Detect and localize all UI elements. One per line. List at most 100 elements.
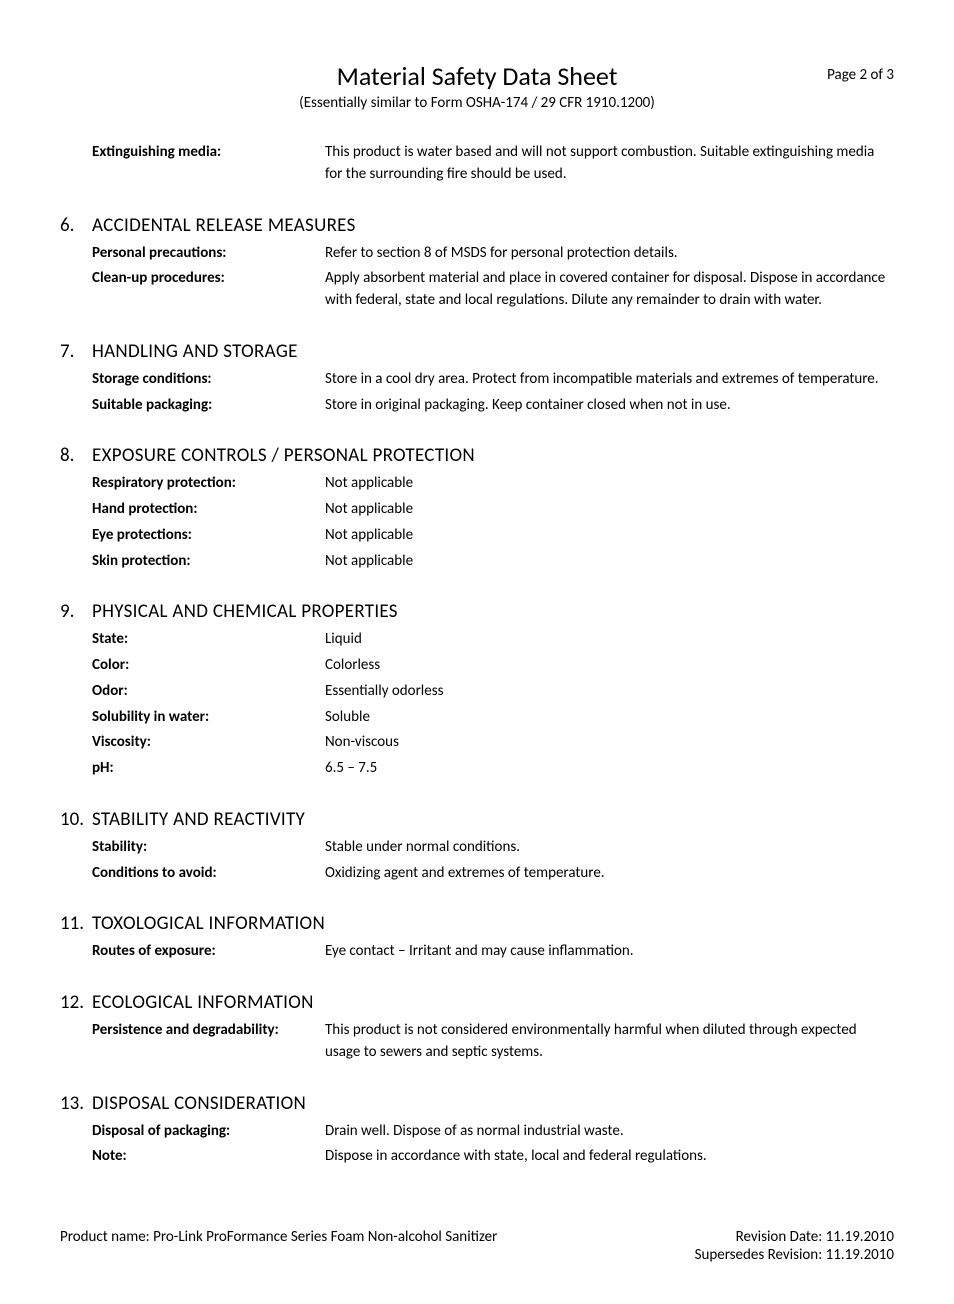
row-label: Routes of exposure: xyxy=(92,941,325,963)
data-row: Storage conditions:Store in a cool dry a… xyxy=(92,369,894,391)
section-title: ECOLOGICAL INFORMATION xyxy=(92,991,314,1014)
section: 13.DISPOSAL CONSIDERATION Disposal of pac… xyxy=(92,1092,894,1169)
data-row: Clean-up procedures:Apply absorbent mate… xyxy=(92,268,894,312)
section-body: Disposal of packaging:Drain well. Dispos… xyxy=(92,1121,894,1169)
section: 8.EXPOSURE CONTROLS / PERSONAL PROTECTIO… xyxy=(92,444,894,572)
section-number: 8. xyxy=(60,444,92,467)
data-row: Hand protection:Not applicable xyxy=(92,499,894,521)
row-value: Not applicable xyxy=(325,525,894,547)
row-label: Solubility in water: xyxy=(92,707,325,729)
section-title: TOXOLOGICAL INFORMATION xyxy=(92,912,325,935)
row-value: Not applicable xyxy=(325,551,894,573)
row-label: State: xyxy=(92,629,325,651)
section-heading: 12.ECOLOGICAL INFORMATION xyxy=(92,991,894,1014)
section-heading: 7.HANDLING AND STORAGE xyxy=(92,340,894,363)
row-value: 6.5 – 7.5 xyxy=(325,758,894,780)
section-body: Storage conditions:Store in a cool dry a… xyxy=(92,369,894,417)
row-value: Soluble xyxy=(325,707,894,729)
data-row: Conditions to avoid:Oxidizing agent and … xyxy=(92,863,894,885)
section-title: EXPOSURE CONTROLS / PERSONAL PROTECTION xyxy=(92,444,475,467)
sections-container: 6.ACCIDENTAL RELEASE MEASURES Personal pr… xyxy=(92,214,894,1169)
row-label: Stability: xyxy=(92,837,325,859)
section: 12.ECOLOGICAL INFORMATION Persistence and… xyxy=(92,991,894,1064)
footer-right: Revision Date: 11.19.2010 Supersedes Rev… xyxy=(695,1228,894,1264)
data-row: Stability:Stable under normal conditions… xyxy=(92,837,894,859)
section-title: PHYSICAL AND CHEMICAL PROPERTIES xyxy=(92,600,398,623)
data-row: Skin protection:Not applicable xyxy=(92,551,894,573)
data-row: Odor:Essentially odorless xyxy=(92,681,894,703)
row-value: Eye contact – Irritant and may cause inf… xyxy=(325,941,894,963)
row-label: Note: xyxy=(92,1146,325,1168)
row-value: Store in a cool dry area. Protect from i… xyxy=(325,369,894,391)
row-value: Drain well. Dispose of as normal industr… xyxy=(325,1121,894,1143)
data-row: Respiratory protection:Not applicable xyxy=(92,473,894,495)
row-label: Persistence and degradability: xyxy=(92,1020,325,1064)
data-row: Personal precautions:Refer to section 8 … xyxy=(92,243,894,265)
row-value: Stable under normal conditions. xyxy=(325,837,894,859)
row-label: Odor: xyxy=(92,681,325,703)
row-label: pH: xyxy=(92,758,325,780)
page-number: Page 2 of 3 xyxy=(827,66,894,84)
data-row: Suitable packaging:Store in original pac… xyxy=(92,395,894,417)
footer-revision-date: Revision Date: 11.19.2010 xyxy=(695,1228,894,1246)
row-value: Store in original packaging. Keep contai… xyxy=(325,395,894,417)
pre-section-block: Extinguishing media: This product is wat… xyxy=(92,142,894,186)
page: Material Safety Data Sheet (Essentially … xyxy=(0,0,954,1304)
section-heading: 13.DISPOSAL CONSIDERATION xyxy=(92,1092,894,1115)
section-body: Stability:Stable under normal conditions… xyxy=(92,837,894,885)
row-value: Refer to section 8 of MSDS for personal … xyxy=(325,243,894,265)
row-value: Colorless xyxy=(325,655,894,677)
section-number: 7. xyxy=(60,340,92,363)
data-row: State:Liquid xyxy=(92,629,894,651)
row-value: Essentially odorless xyxy=(325,681,894,703)
row-label: Disposal of packaging: xyxy=(92,1121,325,1143)
document-subtitle: (Essentially similar to Form OSHA-174 / … xyxy=(60,94,894,112)
data-row: Color:Colorless xyxy=(92,655,894,677)
section-body: Persistence and degradability:This produ… xyxy=(92,1020,894,1064)
section-heading: 10.STABILITY AND REACTIVITY xyxy=(92,808,894,831)
row-label: Conditions to avoid: xyxy=(92,863,325,885)
row-value: Not applicable xyxy=(325,499,894,521)
section: 7.HANDLING AND STORAGE Storage conditions… xyxy=(92,340,894,417)
section-title: HANDLING AND STORAGE xyxy=(92,340,298,363)
section-heading: 9.PHYSICAL AND CHEMICAL PROPERTIES xyxy=(92,600,894,623)
row-value: Non-viscous xyxy=(325,732,894,754)
row-label: Personal precautions: xyxy=(92,243,325,265)
row-label: Viscosity: xyxy=(92,732,325,754)
data-row: Note:Dispose in accordance with state, l… xyxy=(92,1146,894,1168)
row-label: Clean-up procedures: xyxy=(92,268,325,312)
section-number: 11. xyxy=(60,912,92,935)
section: 6.ACCIDENTAL RELEASE MEASURES Personal pr… xyxy=(92,214,894,312)
row-label: Eye protections: xyxy=(92,525,325,547)
row-label: Suitable packaging: xyxy=(92,395,325,417)
data-row: Disposal of packaging:Drain well. Dispos… xyxy=(92,1121,894,1143)
row-value: Not applicable xyxy=(325,473,894,495)
row-value: This product is water based and will not… xyxy=(325,142,894,186)
data-row: Routes of exposure:Eye contact – Irritan… xyxy=(92,941,894,963)
data-row: Eye protections:Not applicable xyxy=(92,525,894,547)
data-row: pH:6.5 – 7.5 xyxy=(92,758,894,780)
data-row: Extinguishing media: This product is wat… xyxy=(92,142,894,186)
data-row: Viscosity:Non-viscous xyxy=(92,732,894,754)
data-row: Persistence and degradability:This produ… xyxy=(92,1020,894,1064)
data-row: Solubility in water:Soluble xyxy=(92,707,894,729)
row-label: Color: xyxy=(92,655,325,677)
section-body: State:LiquidColor:ColorlessOdor:Essentia… xyxy=(92,629,894,780)
section-heading: 6.ACCIDENTAL RELEASE MEASURES xyxy=(92,214,894,237)
row-value: Dispose in accordance with state, local … xyxy=(325,1146,894,1168)
section-title: DISPOSAL CONSIDERATION xyxy=(92,1092,306,1115)
section-body: Personal precautions:Refer to section 8 … xyxy=(92,243,894,312)
row-label: Hand protection: xyxy=(92,499,325,521)
row-label: Respiratory protection: xyxy=(92,473,325,495)
row-label: Skin protection: xyxy=(92,551,325,573)
section-number: 12. xyxy=(60,991,92,1014)
section-heading: 11.TOXOLOGICAL INFORMATION xyxy=(92,912,894,935)
section-number: 6. xyxy=(60,214,92,237)
row-label: Storage conditions: xyxy=(92,369,325,391)
footer: Product name: Pro-Link ProFormance Serie… xyxy=(60,1228,894,1264)
row-label: Extinguishing media: xyxy=(92,142,325,186)
footer-supersedes: Supersedes Revision: 11.19.2010 xyxy=(695,1246,894,1264)
document-title: Material Safety Data Sheet xyxy=(60,60,894,92)
row-value: Apply absorbent material and place in co… xyxy=(325,268,894,312)
row-value: Liquid xyxy=(325,629,894,651)
